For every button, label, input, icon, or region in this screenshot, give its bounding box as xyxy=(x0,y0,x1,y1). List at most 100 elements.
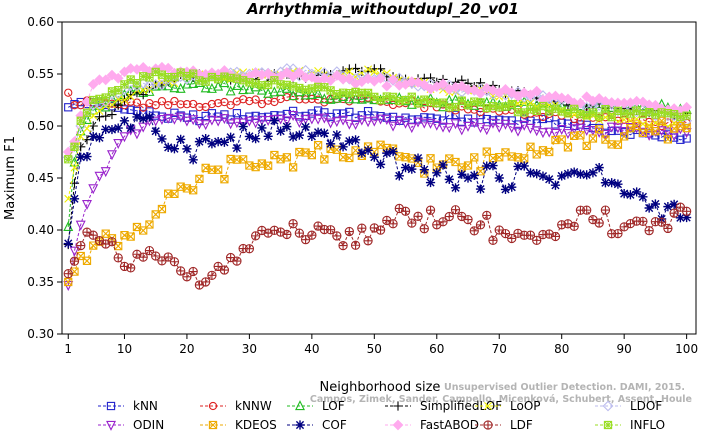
point-cof xyxy=(450,183,461,193)
point-inflo xyxy=(413,99,423,108)
point-inflo xyxy=(151,67,160,77)
point-knn xyxy=(307,109,317,118)
point-odin xyxy=(512,126,523,137)
x-axis-label: Neighborhood size xyxy=(320,380,441,395)
point-cof xyxy=(519,161,529,171)
point-inflo xyxy=(95,94,104,104)
point-cof xyxy=(550,180,561,190)
point-kdeos xyxy=(282,153,292,162)
x-tick-label: 70 xyxy=(492,342,507,356)
point-ldf-cross xyxy=(182,272,192,281)
point-cof xyxy=(101,124,111,134)
point-knn xyxy=(320,108,329,117)
point-inflo xyxy=(207,72,217,82)
point-ldf-cross xyxy=(507,234,516,243)
point-odin xyxy=(537,128,548,139)
point-fastabod xyxy=(506,87,518,98)
legend-item-lof: LOF xyxy=(287,399,345,413)
point-cof xyxy=(413,153,423,163)
point-lof xyxy=(325,93,336,104)
point-cof xyxy=(419,165,429,175)
point-ldf-cross xyxy=(95,236,104,245)
point-lof xyxy=(181,78,192,89)
point-odin xyxy=(169,114,180,125)
plot-series xyxy=(62,61,693,291)
point-inflo xyxy=(114,86,123,95)
point-ldf-cross xyxy=(638,217,648,226)
legend-label: LDOF xyxy=(630,399,662,413)
point-ldf-cross xyxy=(64,269,73,278)
point-fastabod xyxy=(318,73,330,84)
point-cof xyxy=(238,121,248,132)
point-lof xyxy=(206,82,217,93)
legend-item-knnw: kNNW xyxy=(200,399,272,413)
point-ldf-cross xyxy=(207,271,217,280)
point-cof xyxy=(563,169,573,179)
point-cof xyxy=(207,139,217,149)
point-simplifiedlof xyxy=(107,109,117,120)
point-odin xyxy=(600,129,611,140)
point-ldf-cross xyxy=(226,253,235,262)
point-fastabod xyxy=(456,80,468,92)
point-inflo xyxy=(170,72,179,82)
point-cof xyxy=(507,182,517,192)
legend-label: FastABOD xyxy=(420,418,479,432)
point-cof xyxy=(369,152,379,162)
legend-item-kdeos: KDEOS xyxy=(200,418,277,432)
point-ldf-cross xyxy=(407,218,416,228)
point-loop xyxy=(120,96,129,104)
point-inflo xyxy=(238,76,248,85)
y-tick-label: 0.30 xyxy=(27,327,54,341)
legend-label: LoOP xyxy=(510,399,541,413)
point-cof xyxy=(588,168,598,178)
point-lof xyxy=(356,93,367,104)
point-kdeos xyxy=(651,127,660,136)
point-odin xyxy=(413,117,424,128)
point-ldf-cross xyxy=(251,231,260,240)
point-ldf-cross xyxy=(139,253,148,262)
point-ldf-cross xyxy=(332,231,341,241)
point-cof xyxy=(226,132,236,142)
point-knn xyxy=(126,105,135,114)
point-knn xyxy=(120,105,129,114)
legend-label: INFLO xyxy=(630,418,665,432)
point-knn xyxy=(357,111,366,120)
point-ldf-cross xyxy=(301,235,310,244)
point-inflo xyxy=(263,80,273,90)
point-inflo xyxy=(532,106,541,115)
point-loop xyxy=(64,194,73,203)
point-knnw xyxy=(139,103,148,112)
point-loop xyxy=(145,85,154,94)
point-odin xyxy=(550,128,561,139)
y-tick-label: 0.35 xyxy=(27,275,54,289)
point-lof xyxy=(200,82,211,93)
point-inflo xyxy=(563,109,573,118)
point-fastabod xyxy=(281,67,293,78)
point-odin xyxy=(587,126,598,136)
point-simplifiedlof xyxy=(101,111,111,121)
point-cof xyxy=(575,169,586,179)
point-odin xyxy=(88,184,99,195)
point-knnw xyxy=(170,96,179,106)
point-cof xyxy=(107,124,117,135)
point-odin xyxy=(300,114,311,125)
legend-item-ldof: LDOF xyxy=(595,399,662,413)
x-tick-label: 80 xyxy=(554,342,569,356)
point-knnw xyxy=(214,98,223,108)
point-cof xyxy=(675,213,685,223)
point-cof xyxy=(276,126,286,136)
point-ldf-cross xyxy=(526,231,535,240)
point-ldf-cross xyxy=(220,265,229,275)
point-kdeos xyxy=(613,140,623,149)
point-odin xyxy=(244,116,255,127)
point-ldf-cross xyxy=(170,257,179,266)
point-odin xyxy=(544,127,555,138)
point-fastabod xyxy=(518,87,530,99)
series-ldf xyxy=(63,202,692,290)
point-fastabod xyxy=(162,62,174,74)
point-cof xyxy=(650,199,660,209)
point-cof xyxy=(182,144,192,154)
point-odin xyxy=(475,123,486,134)
series-line-ldf xyxy=(67,206,687,286)
point-fastabod xyxy=(293,67,305,79)
